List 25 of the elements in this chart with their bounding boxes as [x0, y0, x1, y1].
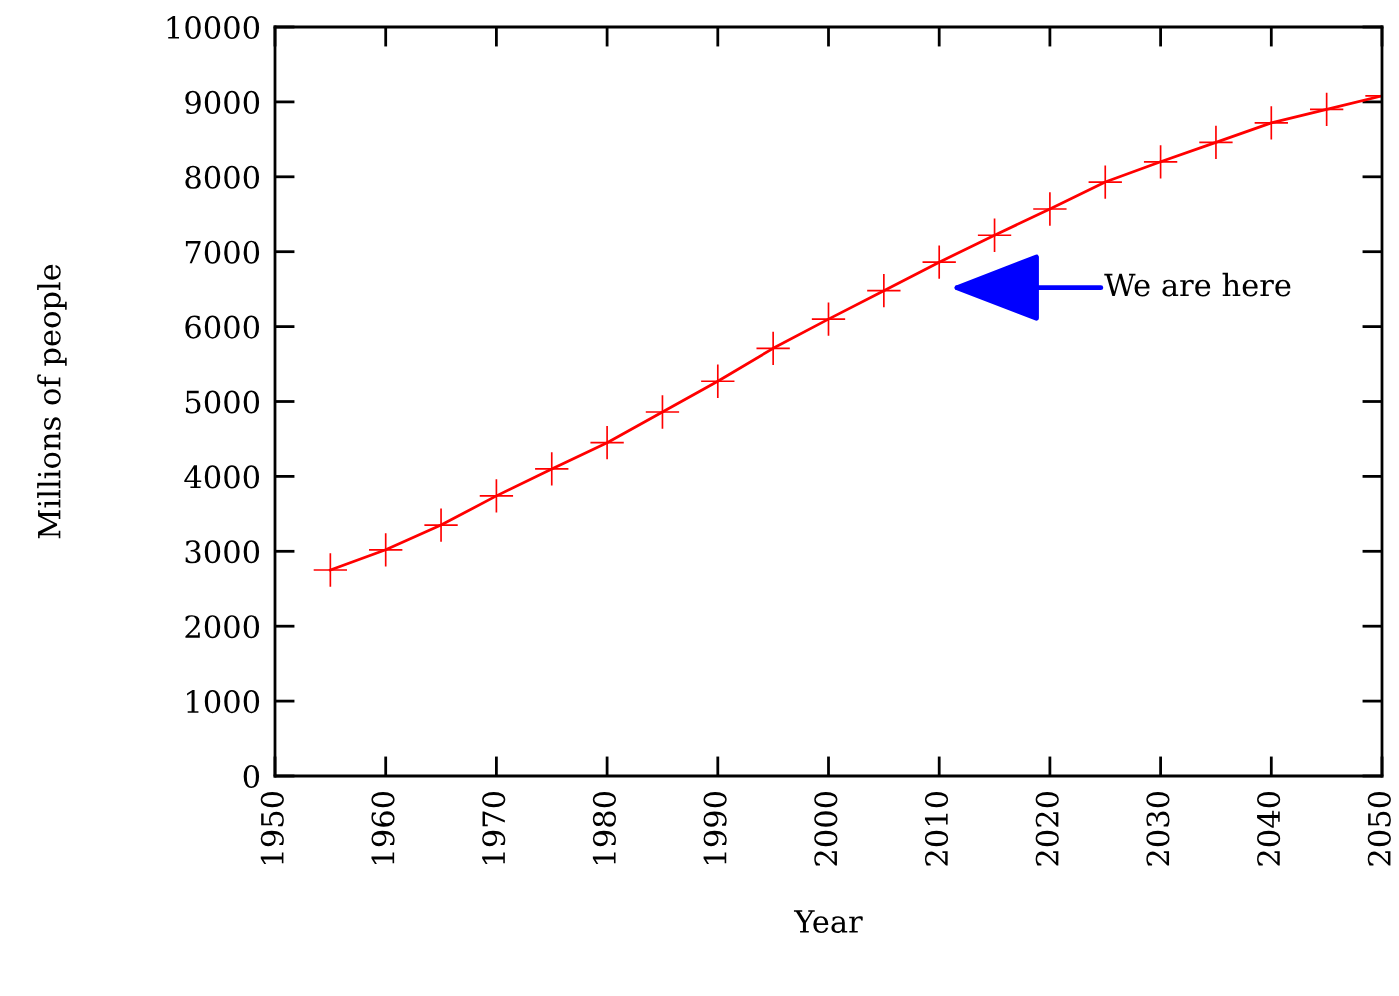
y-tick-label: 2000: [185, 615, 260, 639]
y-tick-label: 5000: [185, 390, 260, 414]
y-tick-label: 9000: [185, 90, 260, 114]
x-tick-label: 2040: [1257, 791, 1281, 866]
x-tick-label: 2000: [814, 791, 838, 866]
x-tick-label: 2010: [924, 791, 949, 866]
x-tick-label: 1980: [592, 791, 616, 864]
x-tick-label: 1950: [260, 791, 284, 864]
y-tick-label: 10000: [167, 15, 260, 40]
y-tick-label: 7000: [185, 240, 260, 264]
x-tick-label: 1990: [703, 791, 727, 864]
y-tick-label: 3000: [185, 540, 260, 564]
annotation: We are here: [1104, 272, 1291, 297]
y-tick-label: 0: [243, 764, 260, 789]
x-tick-label: 2020: [1035, 791, 1059, 866]
y-tick-label: 1000: [187, 690, 260, 714]
x-axis-title: Year: [793, 910, 863, 933]
x-tick-label: 1960: [371, 791, 395, 864]
x-tick-label: 1970: [482, 791, 506, 864]
x-tick-label: 2050: [1367, 791, 1391, 866]
x-tick-label: 2030: [1146, 791, 1170, 866]
y-tick-label: 6000: [185, 315, 260, 339]
y-tick-label: 8000: [185, 165, 260, 189]
y-tick-label: 4000: [184, 465, 260, 489]
y-axis-title: Millions of people: [37, 264, 67, 539]
